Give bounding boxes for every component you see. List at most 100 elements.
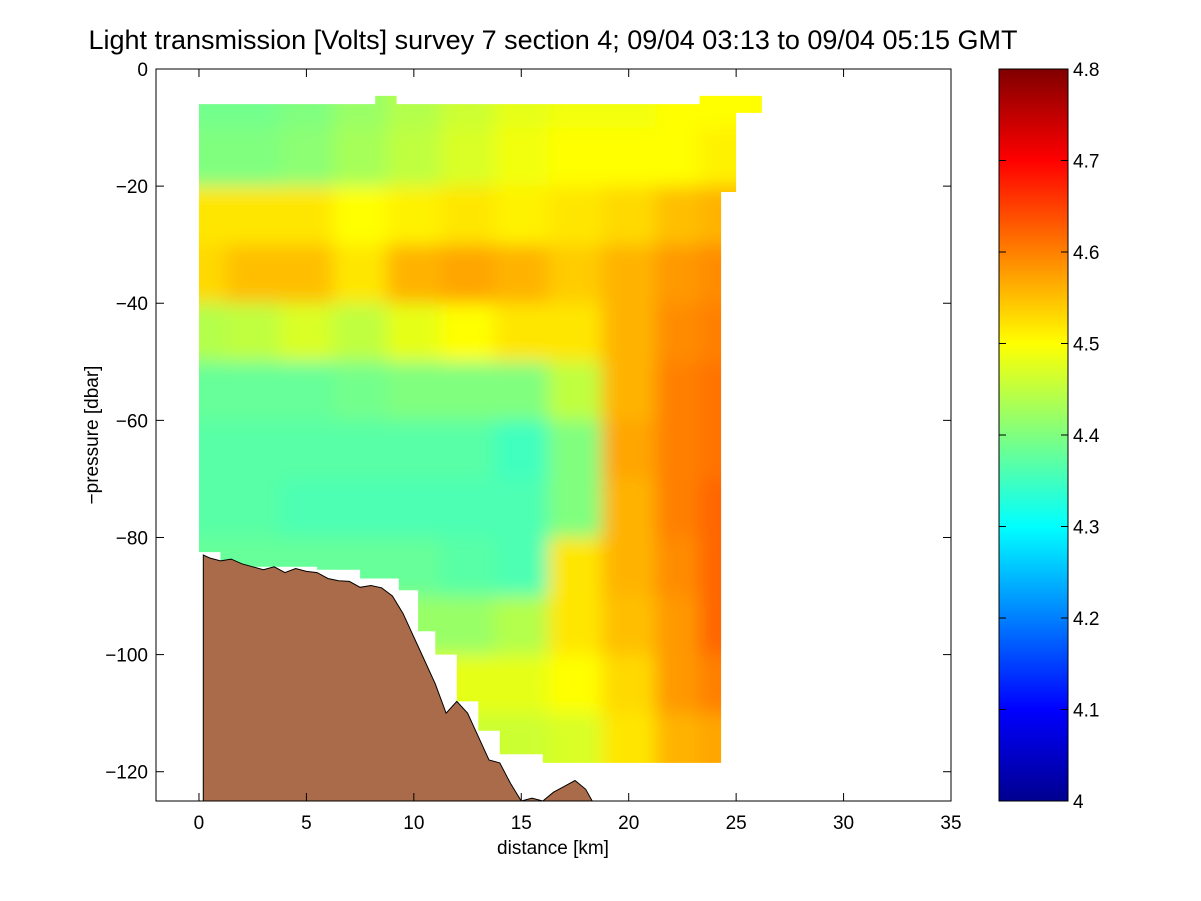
heatmap-cell xyxy=(548,713,603,763)
colorbar-tick-label: 4.6 xyxy=(1073,243,1099,264)
heatmap-cell xyxy=(655,713,700,763)
heatmap-cell xyxy=(548,361,603,421)
y-tick-label: −60 xyxy=(116,411,148,432)
heatmap-cell xyxy=(494,420,549,480)
heatmap-cell xyxy=(494,478,549,538)
x-tick-label: 15 xyxy=(511,813,532,834)
heatmap-cell xyxy=(279,127,334,187)
x-tick-label: 20 xyxy=(618,813,639,834)
heatmap-cell xyxy=(655,186,700,246)
heatmap-cell xyxy=(333,478,388,538)
heatmap-cell xyxy=(333,244,388,304)
x-tick-label: 0 xyxy=(194,813,205,834)
heatmap-cell xyxy=(440,361,495,421)
heatmap-cell xyxy=(199,127,227,187)
y-tick-label: −20 xyxy=(116,177,148,198)
colorbar-tick-label: 4 xyxy=(1073,792,1084,813)
heatmap-cell xyxy=(440,127,495,187)
heatmap-cell xyxy=(333,127,388,187)
heatmap-cell xyxy=(601,303,657,363)
colorbar-tick-label: 4.7 xyxy=(1073,152,1099,173)
heatmap-cell xyxy=(225,361,281,421)
heatmap-cell xyxy=(199,244,227,304)
heatmap-cell xyxy=(548,420,603,480)
heatmap-cell xyxy=(601,244,657,304)
heatmap-cell xyxy=(199,303,227,363)
x-tick-label: 30 xyxy=(833,813,854,834)
heatmap-cell xyxy=(655,537,700,597)
heatmap-cell xyxy=(601,537,657,597)
heatmap-cell xyxy=(440,478,495,538)
x-tick-label: 5 xyxy=(301,813,312,834)
x-tick-label: 25 xyxy=(726,813,747,834)
heatmap-cell xyxy=(279,186,334,246)
heatmap-cell xyxy=(225,186,281,246)
x-tick-label: 10 xyxy=(403,813,424,834)
y-tick-label: 0 xyxy=(137,60,148,81)
heatmap-cell xyxy=(386,478,442,538)
heatmap-cell xyxy=(386,244,442,304)
heatmap-cell xyxy=(199,361,227,421)
heatmap-cell xyxy=(225,127,281,187)
heatmap-cell xyxy=(548,127,603,187)
heatmap-cell xyxy=(279,478,334,538)
heatmap-cell xyxy=(279,303,334,363)
heatmap-cell xyxy=(548,244,603,304)
colorbar-tick-label: 4.4 xyxy=(1073,426,1100,447)
heatmap-cell xyxy=(333,186,388,246)
heatmap-cell xyxy=(279,244,334,304)
heatmap-cell xyxy=(494,127,549,187)
heatmap-cell xyxy=(333,420,388,480)
x-axis-label: distance [km] xyxy=(497,838,609,859)
heatmap-cell xyxy=(440,186,495,246)
heatmap-cell xyxy=(494,537,549,597)
heatmap-cell xyxy=(601,596,657,656)
heatmap-cell xyxy=(601,361,657,421)
heatmap-cell xyxy=(548,303,603,363)
heatmap-cell xyxy=(386,420,442,480)
heatmap-cell xyxy=(333,303,388,363)
heatmap-cell xyxy=(655,420,700,480)
heatmap-cell xyxy=(494,244,549,304)
heatmap-cell xyxy=(225,420,281,480)
heatmap-cell xyxy=(440,303,495,363)
heatmap-cell xyxy=(279,361,334,421)
heatmap-cell xyxy=(601,478,657,538)
heatmap-cell xyxy=(494,186,549,246)
heatmap-cell xyxy=(548,654,603,714)
heatmap-cell xyxy=(440,244,495,304)
heatmap-cell xyxy=(601,654,657,714)
heatmap-cell xyxy=(601,713,657,763)
colorbar-tick-label: 4.1 xyxy=(1073,701,1099,722)
y-tick-label: −40 xyxy=(116,294,148,315)
heatmap-cell xyxy=(655,303,700,363)
chart-title: Light transmission [Volts] survey 7 sect… xyxy=(88,25,1017,55)
y-axis-label: −pressure [dbar] xyxy=(82,366,103,505)
heatmap-cell xyxy=(655,478,700,538)
heatmap-cell xyxy=(655,654,700,714)
heatmap-cell xyxy=(601,420,657,480)
heatmap-cell xyxy=(440,596,495,656)
y-tick-label: −100 xyxy=(105,646,148,667)
colorbar-tick-label: 4.5 xyxy=(1073,335,1099,356)
y-tick-label: −80 xyxy=(116,528,148,549)
colorbar-tick-label: 4.2 xyxy=(1073,609,1099,630)
plot-frame xyxy=(155,68,952,802)
heatmap-cell xyxy=(601,186,657,246)
heatmap-cell xyxy=(225,303,281,363)
colorbar-ticks: 4 4.1 4.2 4.3 4.4 4.5 4.6 4.7 4.8 xyxy=(999,60,1100,813)
heatmap-cell xyxy=(386,303,442,363)
heatmap-cell xyxy=(494,596,549,656)
heatmap-cell xyxy=(548,186,603,246)
heatmap-cell xyxy=(386,186,442,246)
heatmap-cell xyxy=(655,596,700,656)
heatmap-cell xyxy=(548,478,603,538)
heatmap-cell xyxy=(225,244,281,304)
seafloor-terrain xyxy=(202,554,593,801)
colorbar-tick-label: 4.3 xyxy=(1073,518,1099,539)
heatmap-cell xyxy=(548,596,603,656)
x-axis: 0 5 10 15 20 25 30 35 xyxy=(194,69,962,834)
heatmap-cell xyxy=(440,537,495,597)
y-axis: 0 −20 −40 −60 −80 −100 −120 xyxy=(105,60,951,784)
